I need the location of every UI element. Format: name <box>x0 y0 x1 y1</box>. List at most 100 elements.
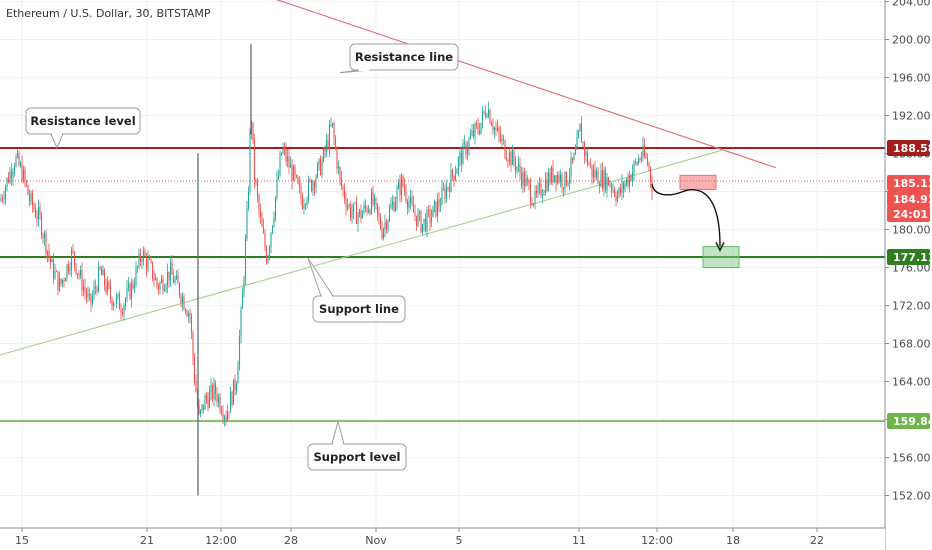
candle-body <box>526 178 529 181</box>
candle-body <box>37 207 40 220</box>
candle-body <box>333 123 335 138</box>
candle-body <box>636 162 638 165</box>
callout-label: Support level <box>314 450 401 464</box>
candle-body <box>594 169 596 178</box>
candle-body <box>310 180 313 191</box>
candle-body <box>265 247 268 263</box>
time-tick-label: 18 <box>726 534 740 547</box>
candle-body <box>414 212 416 216</box>
candle-body <box>339 166 341 179</box>
candle-body <box>508 151 511 162</box>
candle-body <box>186 311 188 316</box>
candle-body <box>76 273 79 275</box>
candle-body <box>39 207 41 215</box>
candle-body <box>390 205 392 209</box>
candle-body <box>279 155 281 175</box>
candle-body <box>420 211 422 233</box>
candle-body <box>81 269 83 291</box>
price-axis[interactable]: 152.00156.00160.00164.00168.00172.00176.… <box>884 0 932 550</box>
candle-body <box>603 170 605 189</box>
candle-body <box>163 289 166 292</box>
candle-body <box>79 269 82 276</box>
candle-body <box>511 150 514 165</box>
candle-body <box>123 304 125 315</box>
candle-body <box>630 175 632 181</box>
candle-body <box>204 395 206 410</box>
current-price-tag-box <box>887 175 930 191</box>
candle-body <box>634 161 637 163</box>
candle-body <box>396 188 398 203</box>
candle-body <box>217 396 220 403</box>
candle-body <box>55 271 58 273</box>
candle-body <box>244 239 247 279</box>
candle-body <box>481 111 484 123</box>
callout-box <box>25 107 141 135</box>
price-tick-label: 152.00 <box>892 490 931 503</box>
candle-body <box>631 172 634 181</box>
candle-body <box>456 169 458 174</box>
time-tick-label: 28 <box>284 534 298 547</box>
price-tick-label: 196.00 <box>892 72 931 85</box>
candle-body <box>531 202 533 205</box>
candle-body <box>201 404 203 410</box>
candle-body <box>103 269 106 286</box>
candle-body <box>412 204 415 213</box>
candle-body <box>174 279 176 283</box>
countdown-tag: 24:01 <box>893 208 928 221</box>
candle-body <box>211 385 214 400</box>
candle-body <box>324 148 326 152</box>
level-price-tag: 188.58 <box>893 142 932 155</box>
candle-body <box>480 122 482 134</box>
candle-body <box>421 224 424 233</box>
candle-body <box>429 210 431 223</box>
candle-body <box>57 271 59 291</box>
candle-body <box>154 278 157 281</box>
candle-body <box>222 413 224 419</box>
candle-body <box>88 293 91 295</box>
candle-body <box>319 158 322 175</box>
candle-body <box>15 156 17 167</box>
candle-body <box>604 170 607 191</box>
candle-body <box>525 178 527 187</box>
candle-body <box>544 179 547 193</box>
candle-body <box>160 278 163 283</box>
candle-body <box>613 189 616 196</box>
candle-body <box>405 190 407 201</box>
candle-body <box>132 282 134 288</box>
candle-body <box>459 152 461 159</box>
candle-body <box>124 299 127 305</box>
candle-body <box>345 199 347 208</box>
candle-body <box>472 130 475 137</box>
time-axis[interactable]: 15 21 12:00 28 Nov 5 11 12:00 18 22 <box>0 527 885 550</box>
candle-body <box>373 197 376 205</box>
candle-body <box>268 247 271 257</box>
candle-body <box>502 138 505 141</box>
candle-body <box>555 175 557 184</box>
candle-body <box>97 266 100 292</box>
candle-body <box>145 256 148 269</box>
time-tick-label: Nov <box>365 534 387 547</box>
candle-body <box>193 358 196 382</box>
candle-body <box>568 175 571 183</box>
candle-body <box>562 187 565 190</box>
candle-body <box>316 163 319 178</box>
candle-body <box>442 188 445 190</box>
candle-body <box>646 157 649 164</box>
candle-body <box>385 222 388 230</box>
candle-body <box>547 173 550 191</box>
candle-body <box>546 179 548 191</box>
target-zone-box <box>702 246 740 269</box>
candle-body <box>351 212 353 218</box>
candle-body <box>411 197 413 205</box>
candle-body <box>325 140 328 152</box>
candle-body <box>171 262 173 275</box>
candle-body <box>235 383 238 391</box>
candle-body <box>601 170 604 189</box>
candle-body <box>247 191 250 209</box>
candle-body <box>303 204 305 209</box>
candle-body <box>447 187 449 188</box>
candle-body <box>552 167 554 182</box>
candle-body <box>637 159 640 165</box>
candle-body <box>402 176 404 186</box>
